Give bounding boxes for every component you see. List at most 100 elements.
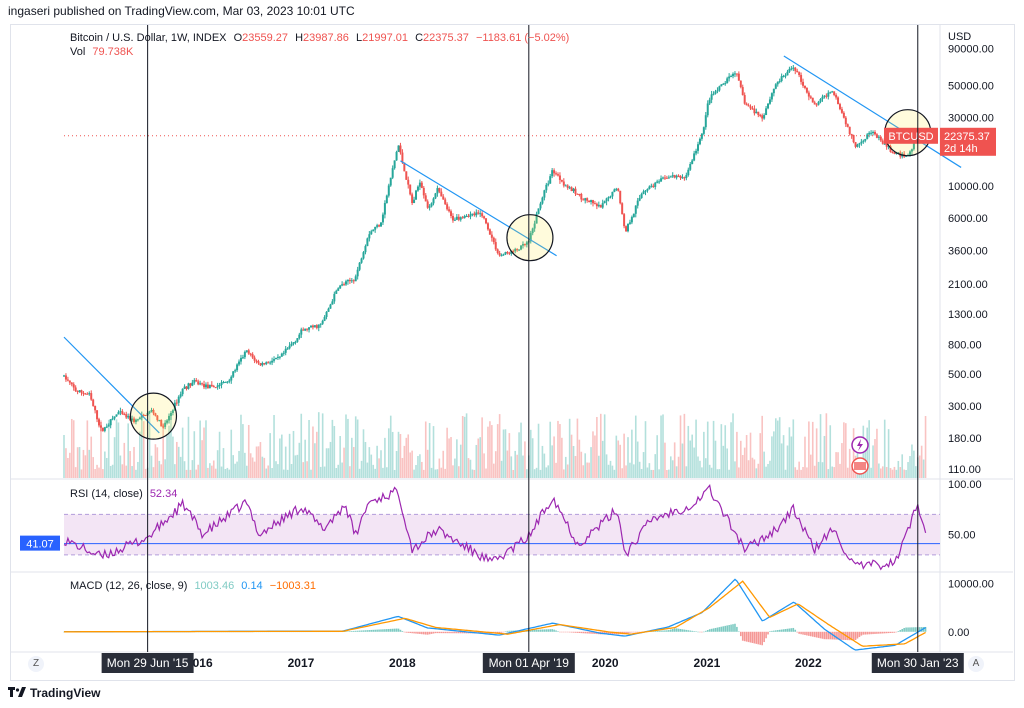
macd-histogram-bar (767, 631, 769, 635)
macd-histogram-bar (543, 629, 546, 632)
volume-bar (747, 460, 750, 478)
candle (506, 252, 509, 254)
candle (111, 418, 114, 420)
candle (370, 231, 373, 235)
volume-bar (102, 469, 104, 478)
volume-bar (901, 454, 904, 478)
candle (70, 382, 73, 385)
volume-bar (870, 467, 872, 478)
macd-histogram-bar (539, 629, 542, 632)
candle (311, 325, 314, 328)
candle (838, 104, 841, 110)
main-legend: Bitcoin / U.S. Dollar, 1W, INDEX O23559.… (70, 32, 573, 44)
volume-bar (222, 448, 225, 478)
macd-histogram-bar (843, 631, 845, 640)
volume-bar (529, 429, 532, 478)
macd-histogram-bar (588, 631, 590, 634)
volume-bar (502, 429, 505, 478)
candle (471, 213, 474, 215)
volume-bar (759, 433, 762, 478)
volume-bar (232, 455, 234, 478)
macd-histogram-bar (633, 631, 635, 633)
candle (426, 201, 429, 208)
volume-bar (541, 445, 544, 478)
crosshair-time-tag (871, 653, 964, 673)
volume-bar (613, 469, 616, 478)
volume-bar (405, 437, 408, 478)
macd-histogram-bar (905, 627, 907, 632)
candle (352, 280, 355, 282)
macd-histogram-bar (897, 631, 900, 632)
volume-bar (677, 456, 680, 478)
macd-histogram-bar (452, 631, 454, 634)
candle (401, 152, 404, 163)
volume-bar (712, 420, 715, 478)
candle (344, 281, 347, 285)
candle (263, 363, 266, 365)
volume-bar (817, 461, 820, 478)
volume-bar (154, 444, 157, 478)
candle (354, 276, 357, 282)
candle (825, 95, 828, 97)
volume-bar (650, 469, 653, 478)
macd-histogram-bar (685, 629, 688, 632)
candle (609, 196, 612, 198)
volume-bar (839, 463, 841, 478)
high-label: H (295, 32, 304, 44)
volume-bar (741, 455, 744, 478)
candle (642, 191, 645, 194)
volume-bar (864, 438, 867, 478)
volume-bar (592, 431, 594, 478)
volume-bar (553, 436, 555, 478)
candle (341, 284, 344, 286)
volume-bar (174, 464, 176, 478)
candle (273, 359, 276, 361)
candle (366, 238, 369, 247)
candle (434, 193, 437, 199)
candle (879, 136, 882, 141)
macd-histogram-bar (349, 631, 351, 632)
macd-histogram-bar (498, 631, 501, 634)
macd-histogram-bar (603, 631, 606, 635)
candle (529, 233, 532, 242)
auto-scale-button[interactable]: A (968, 656, 984, 672)
volume-bar (172, 436, 174, 478)
macd-histogram-bar (745, 631, 748, 642)
price-tick-label: 30000.00 (948, 112, 994, 124)
candle (798, 72, 801, 76)
candle (329, 304, 332, 309)
macd-histogram-bar (580, 631, 583, 634)
volume-bar (473, 469, 476, 478)
macd-histogram-bar (561, 631, 563, 633)
macd-histogram-bar (442, 631, 445, 634)
volume-bar (86, 420, 89, 478)
candle (444, 199, 447, 205)
candle (732, 73, 735, 77)
volume-bar (578, 439, 581, 478)
volume-bar (526, 469, 528, 478)
candle (821, 96, 824, 100)
candle (562, 181, 565, 186)
macd-histogram-bar (389, 628, 392, 632)
candle (747, 105, 750, 107)
volume-bar (549, 421, 552, 478)
candle (206, 384, 209, 389)
candle (234, 370, 237, 372)
macd-histogram-bar (428, 631, 431, 635)
volume-bar (494, 451, 497, 478)
candle (422, 187, 425, 196)
candle (716, 90, 719, 92)
zoom-button[interactable]: Z (28, 656, 44, 672)
volume-bar (720, 424, 723, 478)
volume-bar (821, 462, 824, 478)
volume-bar (323, 466, 326, 478)
volume-bar (584, 453, 587, 478)
macd-histogram-bar (722, 626, 725, 632)
volume-bar (522, 455, 524, 478)
macd-histogram-bar (718, 627, 721, 632)
volume-bar (242, 424, 244, 478)
volume-bar (568, 418, 571, 478)
volume-bar (218, 431, 221, 478)
volume-bar (605, 454, 608, 478)
